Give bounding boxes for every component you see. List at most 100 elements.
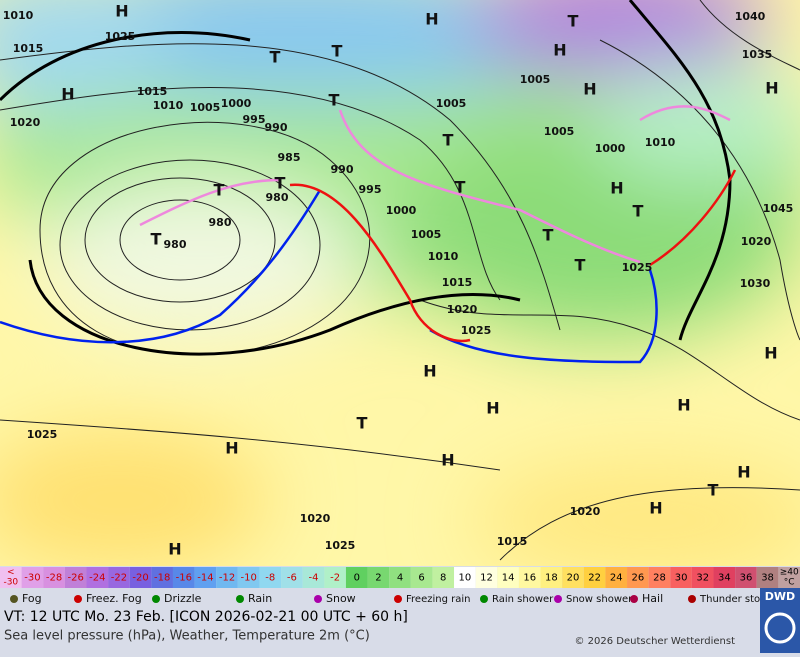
scale-cell: [345, 567, 368, 588]
pressure-center: T: [575, 256, 586, 275]
isobar-label: 1005: [190, 101, 221, 114]
pressure-center: H: [737, 463, 750, 482]
weather-legend: Fog Freez. Fog Drizzle Rain Snow Freezing rai…: [10, 592, 774, 605]
legend-label: Rain shower: [492, 594, 554, 605]
legend-icon: [554, 595, 562, 603]
scale-cell: [237, 567, 260, 588]
scale-cell: [216, 567, 238, 588]
scale-label: -24: [89, 573, 105, 584]
scale-cell: [583, 567, 606, 588]
scale-cell: [21, 567, 44, 588]
scale-label: 18: [545, 573, 558, 584]
legend-icon: [394, 595, 402, 603]
pressure-center: H: [115, 2, 128, 21]
scale-cell: [454, 567, 476, 588]
legend-icon: [236, 595, 244, 603]
pressure-center: H: [610, 179, 623, 198]
scale-label: -4: [309, 573, 319, 584]
scale-cell: [86, 567, 109, 588]
scale-cell: [194, 567, 217, 588]
pressure-center: H: [423, 362, 436, 381]
scale-cell: [648, 567, 671, 588]
isobar-label: 1045: [763, 202, 794, 215]
isobar-label: 1015: [497, 535, 528, 548]
isobar-label: 995: [359, 183, 382, 196]
isobar-label: 1020: [300, 512, 331, 525]
scale-cell: [670, 567, 692, 588]
scale-label: -10: [240, 573, 256, 584]
scale-cell: [0, 567, 22, 588]
pressure-center: H: [649, 499, 662, 518]
pressure-center: T: [568, 12, 579, 31]
isobar-label: 1025: [325, 539, 356, 552]
legend-icon: [480, 595, 488, 603]
scale-cell: [627, 567, 649, 588]
scale-label: -18: [154, 573, 170, 584]
scale-label: 38: [761, 573, 774, 584]
scale-label: -20: [132, 573, 148, 584]
legend-icon: [152, 595, 160, 603]
isobar-label: 1010: [3, 9, 34, 22]
scale-cell: [735, 567, 757, 588]
scale-cell: [64, 567, 87, 588]
legend-icon: [688, 595, 696, 603]
scale-label: -16: [176, 573, 192, 584]
isobar-label: 1015: [442, 276, 473, 289]
isobar-label: 985: [278, 151, 301, 164]
pressure-center: H: [61, 85, 74, 104]
pressure-center: T: [214, 181, 225, 200]
pressure-center: T: [151, 230, 162, 249]
pressure-center: T: [543, 226, 554, 245]
pressure-center: H: [765, 79, 778, 98]
isobar-label: 1010: [428, 250, 459, 263]
isobar-label: 1000: [595, 142, 626, 155]
scale-cell: [43, 567, 65, 588]
legend-icon: [314, 595, 322, 603]
scale-label: 10: [458, 573, 471, 584]
isobar-label: 990: [265, 121, 288, 134]
scale-label: 8: [440, 573, 446, 584]
isobar-label: 1035: [742, 48, 773, 61]
scale-cell: [562, 567, 584, 588]
scale-cell: [518, 567, 541, 588]
scale-label: ≥40: [780, 568, 799, 578]
legend-label: Rain: [248, 592, 272, 605]
isobar-label: 1010: [153, 99, 184, 112]
scale-label: -6: [287, 573, 297, 584]
pressure-center: H: [553, 41, 566, 60]
pressure-center: T: [633, 202, 644, 221]
scale-label: <: [7, 568, 15, 578]
legend-icon: [74, 595, 82, 603]
isobar-label: 980: [266, 191, 289, 204]
scale-label: 12: [480, 573, 493, 584]
pressure-center: T: [455, 178, 466, 197]
scale-label: -14: [197, 573, 213, 584]
scale-label: -30: [24, 573, 40, 584]
scale-label: 14: [502, 573, 515, 584]
scale-cell: [108, 567, 130, 588]
legend-label: Thunder storm: [699, 594, 774, 605]
pressure-center: T: [270, 48, 281, 67]
isobar-label: 980: [164, 238, 187, 251]
pressure-center: H: [441, 451, 454, 470]
pressure-center: T: [329, 91, 340, 110]
legend-icon: [10, 595, 18, 603]
scale-cell: [172, 567, 195, 588]
isobar-label: 1020: [570, 505, 601, 518]
scale-label: 28: [653, 573, 666, 584]
pressure-center: H: [486, 399, 499, 418]
legend-label: Snow: [326, 592, 356, 605]
pressure-center: H: [168, 540, 181, 559]
isobar-label: 1025: [461, 324, 492, 337]
scale-cell: [475, 567, 498, 588]
scale-label: 16: [523, 573, 536, 584]
scale-label: 26: [631, 573, 644, 584]
isobar-label: 1005: [436, 97, 467, 110]
isobar-label: 995: [243, 113, 266, 126]
isobar-label: 1005: [544, 125, 575, 138]
isobar-label: 980: [209, 216, 232, 229]
scale-label: -12: [219, 573, 235, 584]
scale-label: -28: [46, 573, 62, 584]
scale-label: 34: [718, 573, 731, 584]
